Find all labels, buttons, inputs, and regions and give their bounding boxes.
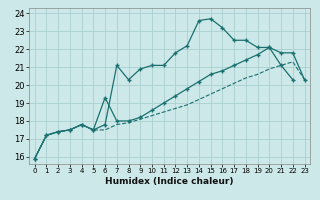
X-axis label: Humidex (Indice chaleur): Humidex (Indice chaleur) — [105, 177, 234, 186]
